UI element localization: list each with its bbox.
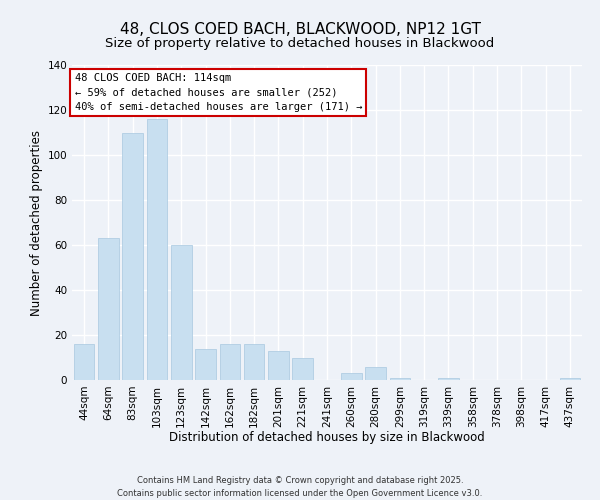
Bar [74, 344, 94, 380]
Bar [268, 351, 289, 380]
Bar [98, 238, 119, 380]
Bar [365, 366, 386, 380]
Text: Size of property relative to detached houses in Blackwood: Size of property relative to detached ho… [106, 38, 494, 51]
Bar [122, 132, 143, 380]
X-axis label: Distribution of detached houses by size in Blackwood: Distribution of detached houses by size … [169, 431, 485, 444]
Bar [560, 378, 580, 380]
Text: 48, CLOS COED BACH, BLACKWOOD, NP12 1GT: 48, CLOS COED BACH, BLACKWOOD, NP12 1GT [119, 22, 481, 38]
Bar [195, 348, 216, 380]
Text: Contains HM Land Registry data © Crown copyright and database right 2025.
Contai: Contains HM Land Registry data © Crown c… [118, 476, 482, 498]
Text: 48 CLOS COED BACH: 114sqm
← 59% of detached houses are smaller (252)
40% of semi: 48 CLOS COED BACH: 114sqm ← 59% of detac… [74, 73, 362, 112]
Bar [292, 358, 313, 380]
Y-axis label: Number of detached properties: Number of detached properties [30, 130, 43, 316]
Bar [171, 245, 191, 380]
Bar [438, 378, 459, 380]
Bar [244, 344, 265, 380]
Bar [146, 119, 167, 380]
Bar [220, 344, 240, 380]
Bar [389, 378, 410, 380]
Bar [341, 373, 362, 380]
